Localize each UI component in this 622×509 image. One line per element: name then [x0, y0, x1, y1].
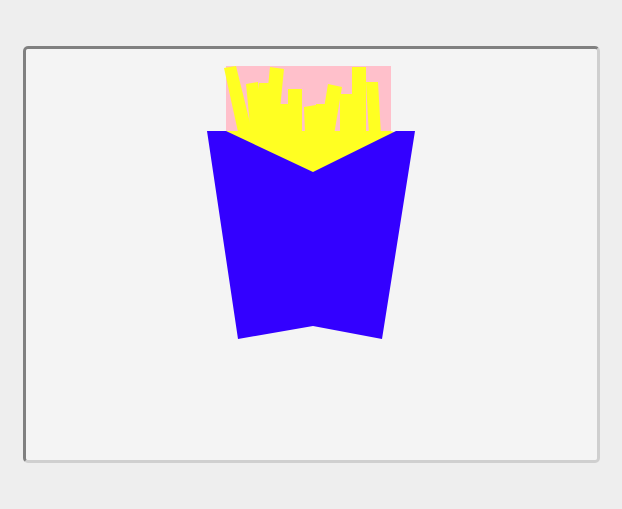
fries-base	[226, 131, 396, 174]
fries-container	[207, 131, 415, 339]
drawing-canvas[interactable]	[23, 46, 600, 463]
french-fries-drawing	[207, 66, 415, 339]
fry	[224, 66, 254, 141]
